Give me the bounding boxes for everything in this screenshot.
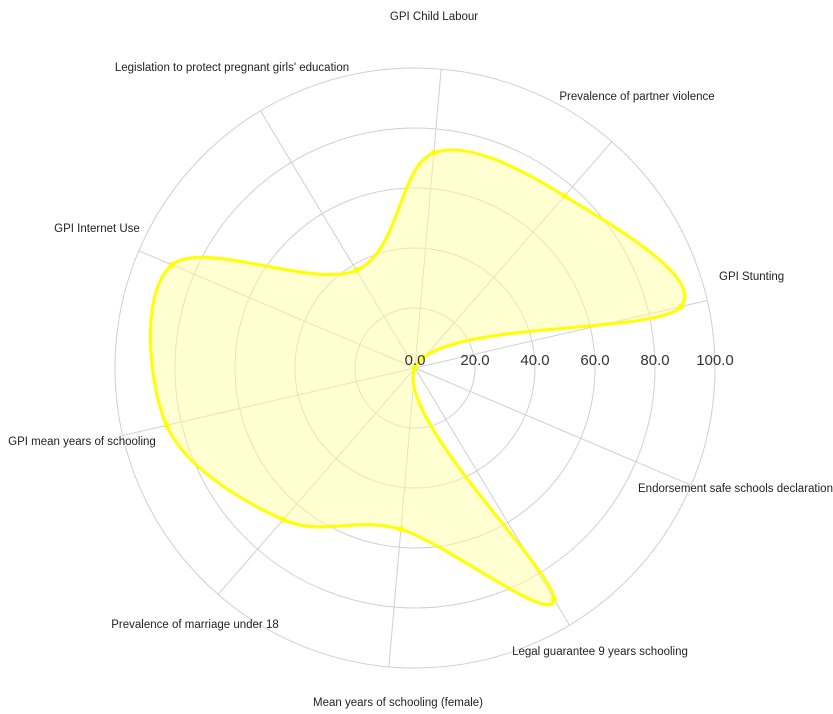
tick-label: 20.0 bbox=[460, 352, 489, 369]
grid-ring bbox=[234, 187, 596, 549]
axis-labels: GPI Child Labour Prevalence of partner vi… bbox=[8, 11, 833, 709]
grid-ring bbox=[114, 67, 716, 669]
axis-label: Prevalence of marriage under 18 bbox=[111, 619, 279, 631]
axis-spoke bbox=[414, 69, 442, 369]
data-point bbox=[353, 267, 360, 274]
data-point bbox=[168, 261, 175, 268]
axis-label: GPI Child Labour bbox=[390, 11, 478, 23]
axis-label: Prevalence of partner violence bbox=[559, 91, 714, 103]
axis-label: Legal guarantee 9 years schooling bbox=[512, 646, 688, 658]
data-point bbox=[430, 149, 437, 156]
axis-label: GPI mean years of schooling bbox=[8, 436, 156, 448]
grid-ring bbox=[354, 307, 476, 429]
tick-label: 80.0 bbox=[640, 352, 669, 369]
tick-label: 100.0 bbox=[696, 352, 734, 369]
data-point bbox=[551, 596, 558, 603]
tick-label: 0.0 bbox=[405, 352, 426, 369]
data-point bbox=[412, 365, 418, 371]
axis-spoke bbox=[414, 300, 708, 369]
series-area bbox=[148, 148, 687, 607]
axis-spoke bbox=[414, 367, 692, 486]
axis-spoke bbox=[217, 367, 416, 595]
series-layer bbox=[148, 148, 687, 607]
axis-label: Legislation to protect pregnant girls' e… bbox=[115, 62, 349, 74]
tick-label: 40.0 bbox=[520, 352, 549, 369]
axis-spoke bbox=[414, 141, 613, 369]
axis-spoke bbox=[388, 367, 416, 667]
axis-spoke bbox=[414, 367, 570, 626]
grid-ring bbox=[294, 247, 536, 489]
data-point bbox=[280, 516, 287, 523]
data-point bbox=[561, 192, 568, 199]
grid-spokes bbox=[122, 69, 708, 667]
grid-rings bbox=[114, 67, 716, 669]
axis-label: GPI Stunting bbox=[719, 271, 784, 283]
axis-label: Mean years of schooling (female) bbox=[313, 697, 483, 709]
axis-spoke bbox=[260, 110, 416, 369]
data-point bbox=[678, 303, 685, 310]
tick-labels: 0.0 20.0 40.0 60.0 80.0 100.0 bbox=[405, 352, 734, 369]
grid-ring bbox=[174, 127, 656, 609]
axis-label: GPI Internet Use bbox=[54, 223, 140, 235]
axis-spoke bbox=[138, 250, 416, 369]
tick-label: 60.0 bbox=[580, 352, 609, 369]
data-point bbox=[397, 526, 404, 533]
axis-label: Endorsement safe schools declaration bbox=[638, 483, 833, 495]
data-point bbox=[163, 422, 170, 429]
axis-spoke bbox=[122, 367, 416, 436]
